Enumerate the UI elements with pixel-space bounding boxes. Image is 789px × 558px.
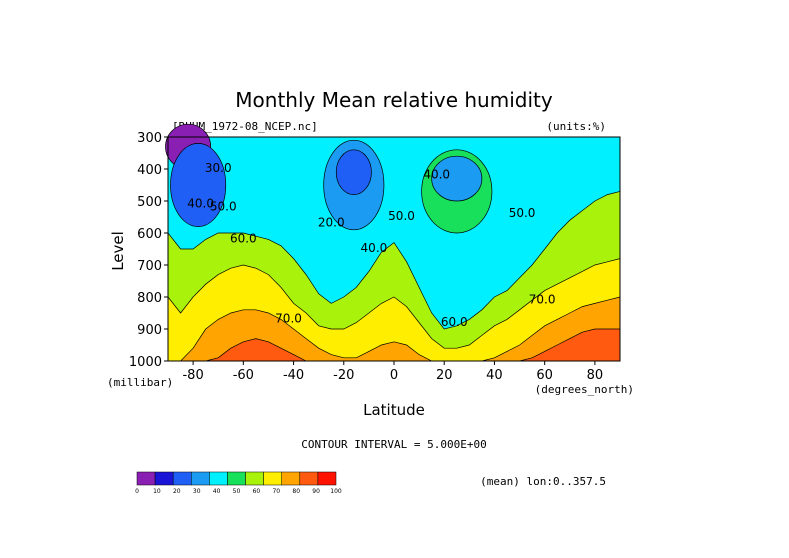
moisture-core-1 <box>335 149 372 195</box>
colorbar-label: 10 <box>153 488 161 495</box>
y-axis-units: (millibar) <box>107 376 173 389</box>
contour-label: 60.0 <box>441 315 468 329</box>
colorbar-label: 30 <box>193 488 201 495</box>
contour-label: 40.0 <box>423 168 450 182</box>
contour-label: 50.0 <box>388 209 415 223</box>
colorbar-label: 70 <box>272 488 280 495</box>
chart-title: Monthly Mean relative humidity <box>235 88 553 112</box>
colorbar-swatch <box>154 471 174 486</box>
colorbar-label: 80 <box>292 488 300 495</box>
contour-label: 40.0 <box>187 196 214 210</box>
x-tick-label: 40 <box>486 368 503 383</box>
y-tick-label: 500 <box>137 195 162 210</box>
subset-text: (mean) lon:0..357.5 <box>480 475 606 488</box>
dataset-label: [RHUM_1972-08_NCEP.nc] <box>172 120 318 133</box>
contour-label: 50.0 <box>509 206 536 220</box>
contour-label: 70.0 <box>275 312 302 326</box>
contour-label: 30.0 <box>205 161 232 175</box>
contour-label: 50.0 <box>210 200 237 214</box>
colorbar: 0 10 20 30 40 50 60 70 80 90 100 <box>135 471 342 495</box>
contour-label: 70.0 <box>529 292 556 306</box>
y-tick-label: 700 <box>137 259 162 274</box>
x-tick-label: -80 <box>182 368 203 383</box>
x-axis-units: (degrees_north) <box>535 383 634 396</box>
x-tick-label: -40 <box>283 368 304 383</box>
y-axis-title: Level <box>109 231 127 271</box>
colorbar-label: 40 <box>213 488 221 495</box>
colorbar-swatch <box>263 471 282 486</box>
moisture-core-3 <box>431 155 483 202</box>
y-tick-label: 800 <box>137 291 162 306</box>
x-tick-label: -60 <box>233 368 254 383</box>
colorbar-label: 90 <box>312 488 320 495</box>
contour-interval-text: CONTOUR INTERVAL = 5.000E+00 <box>301 438 486 451</box>
contour-label: 40.0 <box>361 241 388 255</box>
plot-area: 30.040.050.060.070.020.040.050.040.050.0… <box>165 123 621 362</box>
x-axis-ticks: -80 -60 -40 -20 0 20 40 60 80 <box>182 361 603 383</box>
colorbar-swatch <box>245 471 264 486</box>
y-tick-label: 600 <box>137 227 162 242</box>
colorbar-swatch <box>136 471 156 486</box>
colorbar-label: 100 <box>330 488 342 495</box>
y-axis-ticks: 300 400 500 600 700 800 900 1000 <box>129 131 168 370</box>
contour-label: 20.0 <box>318 216 345 230</box>
x-tick-label: 20 <box>436 368 453 383</box>
contour-band-80 <box>168 296 621 362</box>
x-tick-label: 60 <box>536 368 553 383</box>
x-tick-label: 80 <box>587 368 604 383</box>
y-tick-label: 400 <box>137 163 162 178</box>
colorbar-swatch <box>209 471 228 486</box>
units-label: (units:%) <box>546 120 606 133</box>
y-tick-label: 300 <box>137 131 162 146</box>
moisture-core-5 <box>170 143 227 227</box>
x-tick-label: 0 <box>390 368 398 383</box>
colorbar-label: 50 <box>233 488 241 495</box>
colorbar-swatch <box>191 471 210 486</box>
colorbar-swatch <box>227 471 246 486</box>
colorbar-swatch <box>299 471 319 486</box>
colorbar-label: 60 <box>253 488 261 495</box>
y-tick-label: 1000 <box>129 355 162 370</box>
x-axis-title: Latitude <box>363 401 425 419</box>
colorbar-swatch <box>172 471 192 486</box>
colorbar-swatch <box>317 471 337 486</box>
colorbar-swatch <box>281 471 301 486</box>
contour-label: 60.0 <box>230 232 257 246</box>
colorbar-label: 0 <box>135 488 139 495</box>
y-tick-label: 900 <box>137 323 162 338</box>
x-tick-label: -20 <box>333 368 354 383</box>
colorbar-label: 20 <box>173 488 181 495</box>
